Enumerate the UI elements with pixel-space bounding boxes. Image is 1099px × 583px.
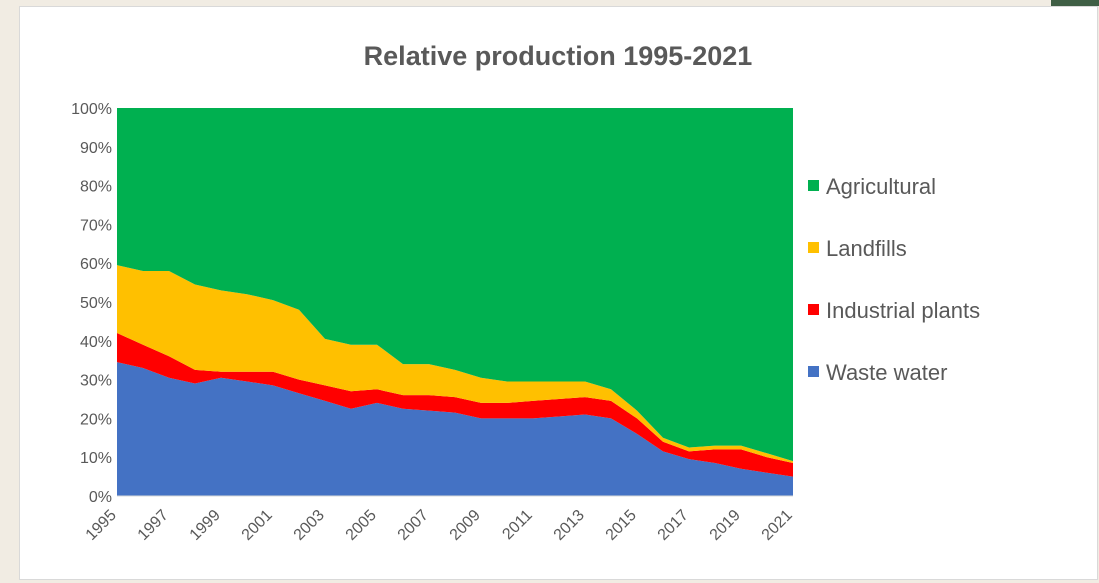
window-corner-tab — [1051, 0, 1099, 6]
y-tick-label: 80% — [80, 179, 112, 196]
y-tick-label: 50% — [80, 295, 112, 312]
y-tick-label: 90% — [80, 140, 112, 157]
x-tick-label: 2005 — [343, 507, 380, 544]
y-tick-label: 20% — [80, 411, 112, 428]
x-axis: 1995 1997 1999 2001 2003 2005 2007 2009 2011 2013… — [83, 495, 796, 544]
x-tick-label: 1995 — [83, 507, 120, 544]
x-tick-label: 2015 — [603, 507, 640, 544]
legend-swatch-agricultural — [808, 180, 819, 191]
y-tick-label: 60% — [80, 256, 112, 273]
y-tick-label: 10% — [80, 450, 112, 467]
legend-swatch-landfills — [808, 242, 819, 253]
legend-label: Agricultural — [826, 174, 936, 199]
x-tick-label: 2017 — [655, 507, 692, 544]
x-tick-label: 2011 — [499, 507, 535, 543]
legend-label: Landfills — [826, 236, 907, 261]
x-tick-label: 2009 — [447, 507, 484, 544]
area-waste-water — [117, 362, 793, 496]
x-tick-label: 2003 — [291, 507, 328, 544]
chart-card: Relative production 1995-2021 0% 10% 20% 30… — [19, 6, 1098, 580]
area-landfills — [117, 265, 793, 463]
y-tick-label: 40% — [80, 334, 112, 351]
legend-label: Industrial plants — [826, 298, 980, 323]
x-tick-label: 1997 — [135, 507, 172, 544]
legend-swatch-industrial-plants — [808, 304, 819, 315]
x-tick-label: 2013 — [551, 507, 588, 544]
x-tick-label: 2007 — [395, 507, 432, 544]
x-tick-label: 1999 — [187, 507, 224, 544]
area-layer — [117, 108, 793, 496]
legend-label: Waste water — [826, 360, 947, 385]
y-tick-label: 100% — [71, 101, 112, 118]
x-tick-label: 2001 — [239, 507, 276, 544]
x-tick-label: 2019 — [707, 507, 744, 544]
y-tick-label: 70% — [80, 217, 112, 234]
y-axis: 0% 10% 20% 30% 40% 50% 60% 70% 80% 90% 100% — [71, 101, 112, 506]
stacked-area-chart: Relative production 1995-2021 0% 10% 20% 30… — [71, 41, 980, 544]
area-industrial-plants — [117, 333, 793, 477]
chart-title: Relative production 1995-2021 — [364, 41, 753, 71]
legend-swatch-waste-water — [808, 366, 819, 377]
legend: Agricultural Landfills Industrial plants Wa… — [808, 174, 980, 385]
y-tick-label: 0% — [89, 489, 112, 506]
area-agricultural — [117, 108, 793, 462]
y-tick-label: 30% — [80, 373, 112, 390]
x-tick-label: 2021 — [759, 507, 796, 544]
